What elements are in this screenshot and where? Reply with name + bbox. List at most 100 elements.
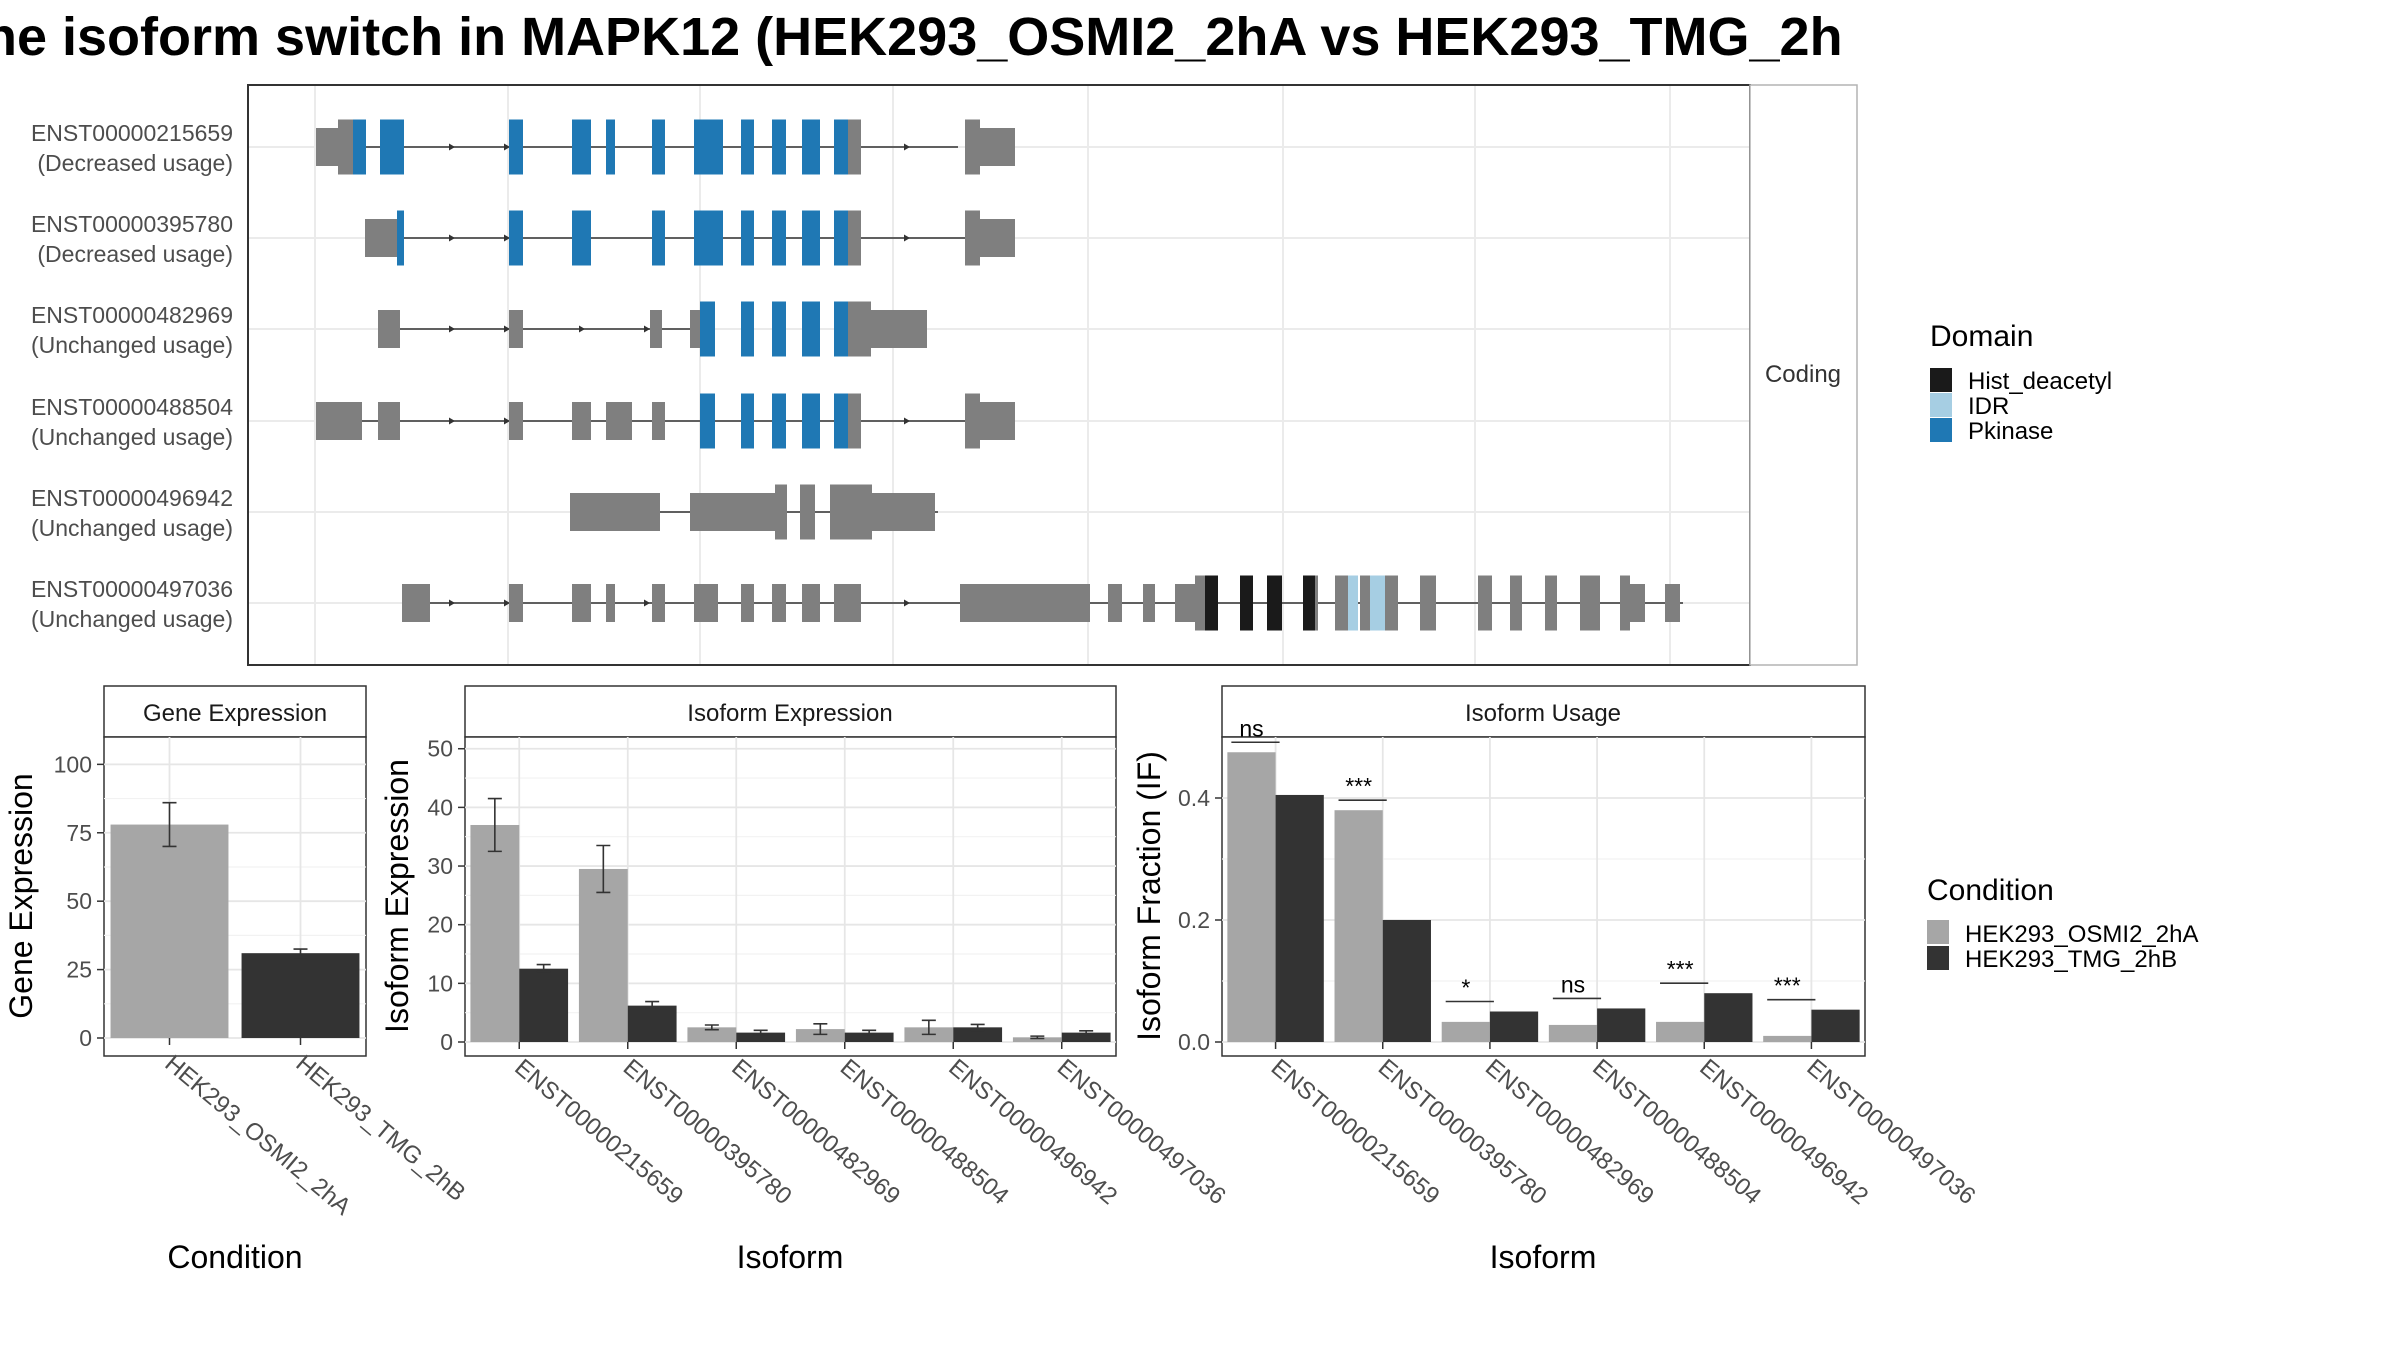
legend-key-idr (1930, 393, 1952, 417)
strand-arrow-ENST00000215659-1 (504, 143, 510, 151)
exon-ENST00000215659-11 (802, 119, 820, 175)
significance-label-1: *** (1345, 773, 1372, 799)
isoform-expression-panel: Isoform Expression 01020304050ENST000002… (379, 685, 1231, 1275)
bar-2-1-5 (1061, 1032, 1111, 1042)
exon-ENST00000497036-20 (1335, 575, 1348, 631)
exon-ENST00000488504-8 (772, 393, 786, 449)
error-bar-2-0-0 (487, 797, 502, 853)
exon-ENST00000497036-22 (1360, 575, 1370, 631)
strand-arrow-ENST00000488504-1 (504, 417, 510, 425)
y-tick-label-1-4: 100 (54, 751, 92, 777)
bar-3-1-1 (1382, 920, 1431, 1042)
exon-ENST00000497036-4 (652, 584, 665, 622)
legend-label-condition-b: HEK293_TMG_2hB (1965, 946, 2177, 973)
error-bar-2-0-3 (813, 1023, 828, 1036)
strand-arrow-ENST00000482969-2 (579, 325, 585, 333)
legend-key-pkinase (1930, 418, 1952, 442)
exon-ENST00000497036-25 (1420, 575, 1436, 631)
error-bar-2-0-4 (921, 1019, 936, 1036)
exon-ENST00000482969-0 (378, 310, 400, 348)
y-tick-label-2-4: 40 (427, 794, 453, 820)
isoform-usage-strip (1221, 685, 1866, 738)
gene-expression-bars (110, 801, 360, 1038)
isoform-usage-label-ENST00000496942: (Unchanged usage) (31, 515, 233, 541)
exon-ENST00000488504-10 (834, 393, 848, 449)
legend-label-condition-a: HEK293_OSMI2_2hA (1965, 921, 2198, 948)
exon-ENST00000215659-14 (965, 119, 980, 175)
exon-ENST00000395780-4 (652, 210, 665, 266)
structure-facet-strip (1749, 84, 1858, 666)
y-tick-label-1-2: 50 (66, 888, 92, 914)
exon-ENST00000497036-24 (1385, 575, 1398, 631)
bar-1-0-1 (241, 953, 360, 1038)
y-tick-label-1-0: 0 (79, 1025, 92, 1051)
structure-row-ENST00000215659 (316, 119, 1015, 175)
strand-arrow-ENST00000482969-1 (504, 325, 510, 333)
isoform-expression-y-title: Isoform Expression (379, 759, 415, 1033)
gene-structure-panel: Coding ENST00000215659(Decreased usage)E… (31, 84, 2112, 666)
exon-ENST00000488504-1 (378, 402, 400, 440)
error-bar-2-1-2 (753, 1029, 768, 1036)
bar-2-1-3 (844, 1032, 894, 1042)
strand-arrow-ENST00000497036-1 (504, 599, 510, 607)
exon-ENST00000482969-1 (509, 310, 523, 348)
exon-ENST00000497036-27 (1510, 575, 1522, 631)
y-tick-label-2-0: 0 (440, 1029, 453, 1055)
strand-arrow-ENST00000482969-3 (644, 325, 650, 333)
y-tick-label-1-1: 25 (66, 957, 92, 983)
exon-ENST00000488504-2 (509, 402, 523, 440)
y-tick-label-3-0: 0.0 (1178, 1029, 1210, 1055)
strand-arrow-ENST00000497036-0 (449, 599, 455, 607)
gene-expression-strip-title: Gene Expression (143, 700, 327, 727)
isoform-usage-label-ENST00000482969: (Unchanged usage) (31, 332, 233, 358)
isoform-label-ENST00000496942: ENST00000496942 (31, 485, 233, 511)
structure-row-ENST00000395780 (365, 210, 1015, 266)
isoform-label-ENST00000488504: ENST00000488504 (31, 394, 233, 420)
structure-row-ENST00000488504 (316, 393, 1015, 449)
bar-3-1-3 (1597, 1008, 1646, 1042)
bar-3-0-4 (1656, 1021, 1705, 1042)
error-bar-1-0-0 (162, 801, 177, 848)
exon-ENST00000496942-5 (872, 493, 935, 531)
exon-ENST00000497036-15 (1205, 575, 1218, 631)
y-tick-label-2-5: 50 (427, 736, 453, 762)
error-bar-2-1-5 (1079, 1030, 1094, 1036)
isoform-usage-bars: ns**** ns****** (1227, 715, 1860, 1042)
strand-arrow-ENST00000395780-0 (449, 234, 455, 242)
isoform-expression-x-title: Isoform (737, 1239, 844, 1275)
exon-ENST00000497036-13 (1175, 584, 1195, 622)
significance-label-4: *** (1667, 956, 1694, 982)
isoform-usage-label-ENST00000215659: (Decreased usage) (37, 150, 233, 176)
structure-row-ENST00000497036 (402, 575, 1683, 631)
isoform-label-ENST00000395780: ENST00000395780 (31, 211, 233, 237)
exon-ENST00000497036-19 (1315, 575, 1318, 631)
exon-ENST00000488504-5 (652, 402, 665, 440)
condition-legend: Condition HEK293_OSMI2_2hA HEK293_TMG_2h… (1927, 874, 2198, 973)
exon-ENST00000488504-0 (316, 402, 362, 440)
isoform-expression-bars (470, 797, 1111, 1042)
legend-label-pkinase: Pkinase (1968, 418, 2053, 445)
bar-3-1-4 (1704, 993, 1753, 1042)
bar-3-0-5 (1763, 1035, 1812, 1042)
exon-ENST00000482969-3 (690, 310, 700, 348)
isoform-label-ENST00000497036: ENST00000497036 (31, 576, 233, 602)
error-bar-2-1-1 (645, 1000, 660, 1010)
bar-3-1-0 (1275, 794, 1324, 1042)
strand-arrow-ENST00000488504-0 (449, 417, 455, 425)
gene-expression-y-title: Gene Expression (3, 773, 39, 1018)
exon-ENST00000482969-2 (650, 310, 662, 348)
domain-legend: Domain Hist_deacetyl IDR Pkinase (1930, 320, 2112, 445)
structure-panel-background (247, 84, 1751, 666)
isoform-usage-plot-area (1221, 736, 1866, 1057)
structure-isoform-rows (316, 119, 1683, 631)
exon-ENST00000482969-9 (848, 301, 871, 357)
exon-ENST00000395780-7 (772, 210, 786, 266)
exon-ENST00000488504-11 (848, 393, 861, 449)
exon-ENST00000482969-6 (772, 301, 786, 357)
exon-ENST00000497036-6 (741, 584, 754, 622)
strand-arrow-ENST00000497036-3 (644, 599, 650, 607)
legend-label-hist-deacetyl: Hist_deacetyl (1968, 368, 2112, 395)
isoform-usage-panel: Isoform Usage ns**** ns****** 0.00.20.4EN… (1131, 685, 2198, 1275)
error-bar-2-1-4 (970, 1023, 985, 1032)
